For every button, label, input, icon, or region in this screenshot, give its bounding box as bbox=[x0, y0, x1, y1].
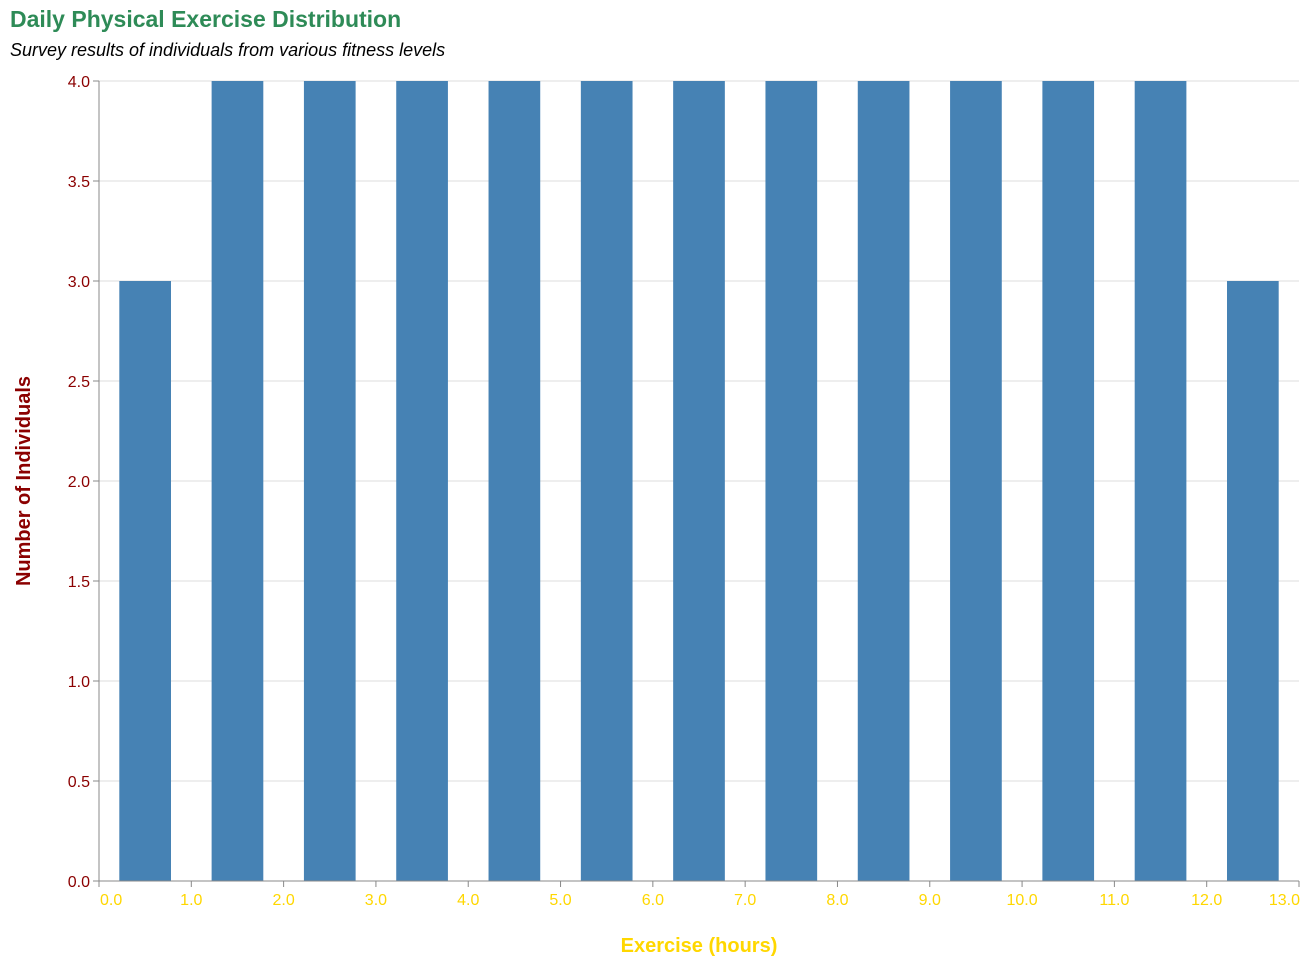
x-tick-label: 7.0 bbox=[734, 892, 756, 909]
y-tick-label: 3.5 bbox=[68, 174, 90, 191]
x-tick-label: 6.0 bbox=[642, 892, 664, 909]
x-tick-label: 5.0 bbox=[549, 892, 571, 909]
y-tick-label: 0.5 bbox=[68, 774, 90, 791]
x-tick-label: 0.0 bbox=[100, 892, 122, 909]
y-tick-label: 1.5 bbox=[68, 574, 90, 591]
x-tick-label: 4.0 bbox=[457, 892, 479, 909]
chart-subtitle: Survey results of individuals from vario… bbox=[10, 40, 446, 60]
histogram-bar bbox=[857, 81, 910, 881]
bars bbox=[119, 81, 1279, 881]
x-tick-label: 9.0 bbox=[919, 892, 941, 909]
histogram-bar bbox=[1134, 81, 1187, 881]
histogram-bar bbox=[488, 81, 541, 881]
histogram-bar bbox=[765, 81, 818, 881]
y-tick-label: 3.0 bbox=[68, 274, 90, 291]
histogram-bar bbox=[950, 81, 1002, 881]
x-tick-label: 11.0 bbox=[1099, 892, 1129, 909]
y-tick-label: 2.5 bbox=[68, 374, 90, 391]
y-tick-label: 4.0 bbox=[68, 74, 90, 91]
histogram-bar bbox=[396, 81, 448, 881]
y-tick-label: 2.0 bbox=[68, 474, 90, 491]
histogram-bar bbox=[580, 81, 633, 881]
histogram-bar bbox=[303, 81, 356, 881]
chart-title: Daily Physical Exercise Distribution bbox=[10, 6, 402, 32]
x-tick-label: 1.0 bbox=[180, 892, 202, 909]
x-tick-label: 8.0 bbox=[826, 892, 848, 909]
x-tick-label: 3.0 bbox=[365, 892, 387, 909]
histogram-bar bbox=[119, 281, 171, 881]
histogram-bar bbox=[1227, 281, 1279, 881]
x-tick-label: 2.0 bbox=[272, 892, 294, 909]
histogram-bar bbox=[1042, 81, 1095, 881]
histogram-bar bbox=[673, 81, 725, 881]
x-axis-label: Exercise (hours) bbox=[621, 935, 778, 957]
x-tick-label: 10.0 bbox=[1007, 892, 1038, 909]
y-axis-label: Number of Individuals bbox=[13, 376, 35, 586]
axes: 0.0 0.5 1.0 1.5 2.0 2.5 3.0 3.5 4.0 0.0 1.0 2.0 3.0 4… bbox=[68, 74, 1300, 909]
x-tick-label: 13.0 bbox=[1269, 892, 1300, 909]
histogram-bar bbox=[211, 81, 264, 881]
y-tick-label: 1.0 bbox=[68, 674, 90, 691]
y-tick-label: 0.0 bbox=[68, 874, 90, 891]
x-tick-label: 12.0 bbox=[1191, 892, 1222, 909]
